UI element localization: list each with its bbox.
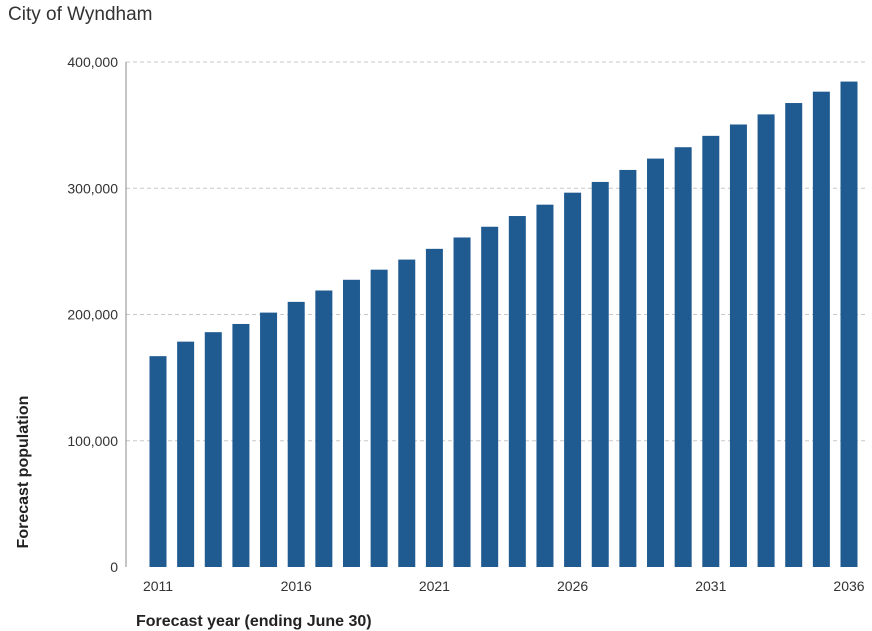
y-tick-labels: 0 100,000 200,000 300,000 400,000 (67, 54, 118, 575)
bar-2020 (398, 259, 416, 567)
x-tick-label: 2036 (833, 578, 864, 594)
bar-2031 (702, 135, 720, 567)
bar-2013 (204, 332, 222, 567)
bar-2018 (342, 279, 360, 567)
bar-2027 (591, 181, 609, 567)
bar-2034 (785, 103, 803, 567)
bar-2032 (729, 124, 747, 568)
bar-2025 (536, 204, 554, 567)
bar-2016 (287, 301, 305, 567)
bar-2017 (315, 290, 333, 567)
bar-2035 (812, 91, 830, 567)
bar-2033 (757, 114, 775, 568)
bars (149, 81, 858, 568)
bar-2023 (481, 226, 499, 567)
y-tick-label: 400,000 (67, 54, 118, 70)
x-tick-labels: 2011 2016 2021 2026 2031 2036 (143, 578, 865, 594)
bar-2015 (260, 312, 278, 567)
bar-2029 (647, 158, 665, 568)
bar-2036 (840, 81, 858, 567)
x-tick-label: 2026 (557, 578, 588, 594)
y-tick-label: 300,000 (67, 180, 118, 196)
bar-2011 (149, 356, 167, 567)
chart-title: City of Wyndham (8, 4, 153, 25)
y-tick-label: 0 (110, 559, 118, 575)
bar-2021 (425, 248, 443, 567)
x-axis-title: Forecast year (ending June 30) (136, 613, 372, 630)
bar-2024 (508, 216, 526, 567)
bar-2030 (674, 147, 692, 567)
bar-2022 (453, 237, 471, 568)
x-tick-label: 2011 (143, 578, 173, 594)
x-tick-label: 2016 (281, 578, 312, 594)
bar-2019 (370, 269, 388, 567)
bar-2012 (177, 341, 195, 567)
y-tick-label: 200,000 (67, 307, 118, 323)
x-tick-label: 2021 (419, 578, 450, 594)
bar-2014 (232, 323, 250, 567)
y-axis-title: Forecast population (15, 396, 32, 549)
x-tick-label: 2031 (695, 578, 726, 594)
bar-2026 (564, 192, 582, 567)
bar-2028 (619, 169, 637, 567)
y-tick-label: 100,000 (67, 433, 118, 449)
